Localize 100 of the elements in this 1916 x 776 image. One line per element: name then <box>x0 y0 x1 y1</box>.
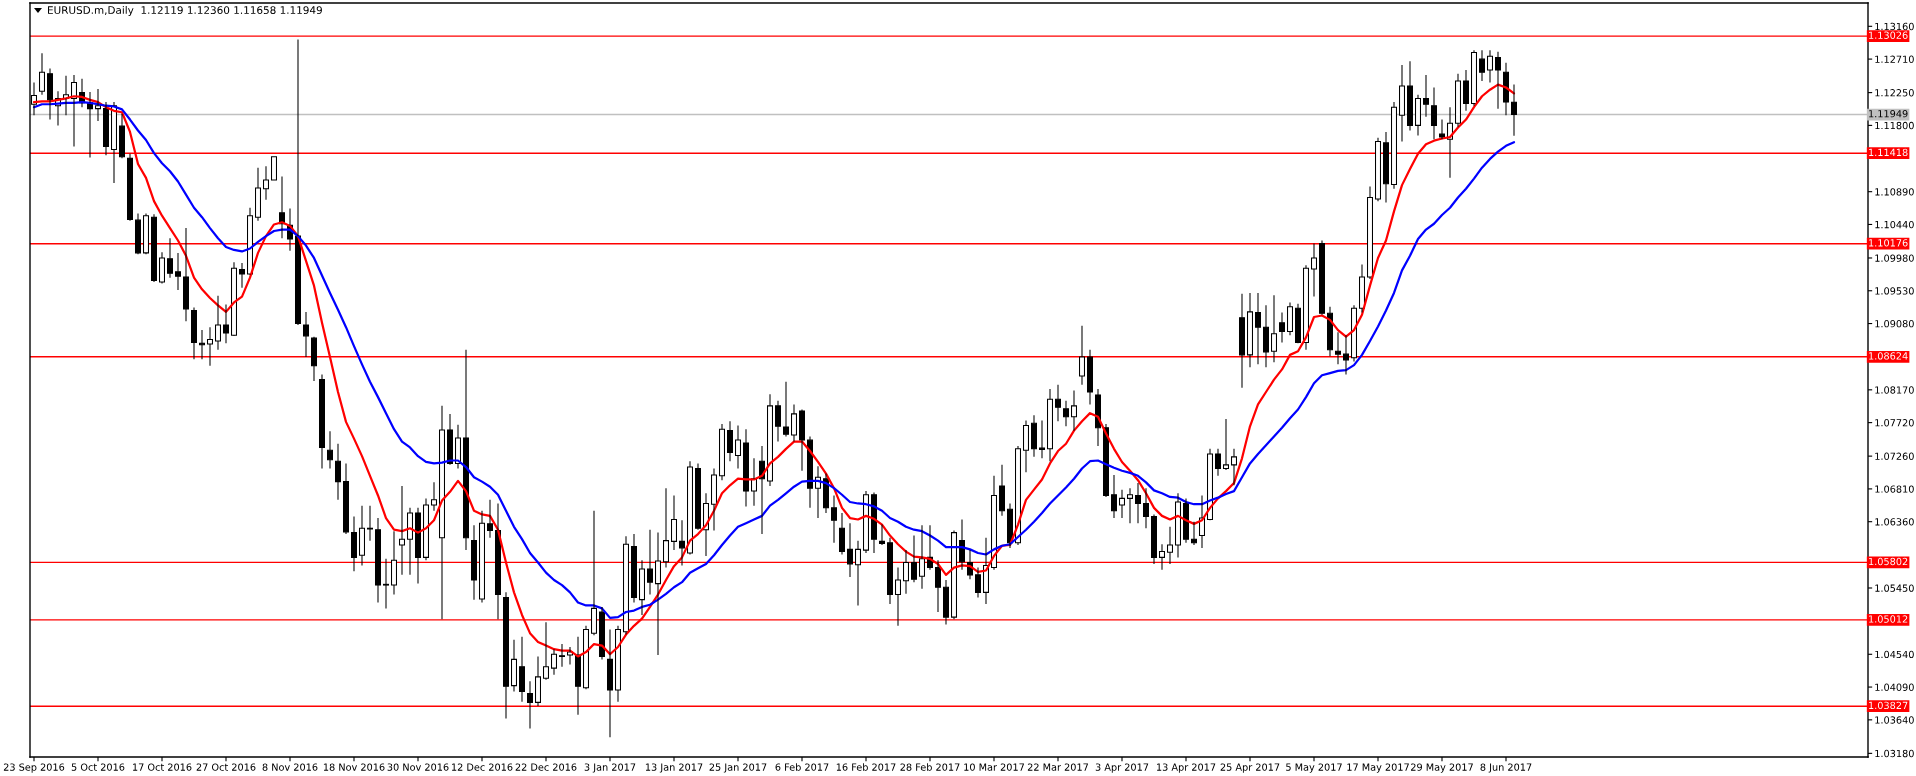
candlestick <box>1367 186 1373 280</box>
candlestick <box>367 505 373 542</box>
candlestick <box>1135 482 1141 524</box>
candlestick <box>767 393 773 487</box>
ref-line-label: 1.11949 <box>1869 110 1908 118</box>
candlestick <box>1127 487 1133 524</box>
candlestick <box>1503 62 1509 116</box>
y-tick-label: 1.06360 <box>1875 518 1914 526</box>
chart-title: EURUSD.m,Daily 1.12119 1.12360 1.11658 1.11949 <box>48 5 322 17</box>
candlestick <box>903 549 909 595</box>
candlestick <box>119 113 125 158</box>
x-tick-label: 10 Mar 2017 <box>964 763 1024 771</box>
candlestick <box>1167 526 1173 565</box>
candlestick <box>135 213 141 254</box>
candlestick <box>607 628 613 738</box>
candlestick <box>1279 312 1285 343</box>
y-tick-label: 1.04090 <box>1875 683 1914 691</box>
candlestick <box>1511 84 1517 137</box>
candlestick <box>1431 86 1437 140</box>
candlestick <box>1079 325 1085 386</box>
y-tick-label: 1.07720 <box>1875 419 1914 427</box>
candlestick <box>1007 502 1013 549</box>
candlestick <box>855 540 861 606</box>
candlestick <box>191 306 197 360</box>
x-tick-label: 16 Feb 2017 <box>836 763 896 771</box>
candlestick <box>343 462 349 535</box>
candlestick <box>1255 292 1261 365</box>
candlestick <box>575 636 581 716</box>
x-tick-label: 25 Apr 2017 <box>1220 763 1280 773</box>
candlestick <box>1151 513 1157 565</box>
candlestick <box>727 420 733 462</box>
y-tick-label: 1.07260 <box>1875 452 1914 460</box>
candlestick <box>487 499 493 539</box>
candlestick <box>319 374 325 470</box>
candlestick <box>255 167 261 222</box>
candlestick <box>1359 264 1365 314</box>
candlestick <box>47 68 53 121</box>
ref-line-label: 1.13026 <box>1869 31 1908 39</box>
x-tick-label: 5 Oct 2016 <box>71 763 125 771</box>
candlestick <box>423 497 429 561</box>
candlestick <box>663 487 669 569</box>
candlestick <box>1175 492 1181 558</box>
candlestick <box>991 475 997 571</box>
candlestick <box>831 494 837 544</box>
x-tick-label: 18 Nov 2016 <box>323 763 385 771</box>
candlestick <box>887 537 893 605</box>
ref-line-label: 1.05012 <box>1869 615 1908 623</box>
candlestick <box>695 462 701 529</box>
candlestick <box>295 38 301 325</box>
candlestick <box>1223 418 1229 470</box>
candlestick <box>215 295 221 351</box>
candlestick <box>1111 474 1117 519</box>
candlestick <box>711 467 717 531</box>
candlestick <box>1271 294 1277 363</box>
candlestick <box>351 516 357 572</box>
ref-line-label: 1.08624 <box>1869 352 1908 360</box>
candlestick <box>647 529 653 596</box>
candlestick <box>551 648 557 676</box>
candlestick <box>127 153 133 220</box>
candlestick <box>583 625 589 689</box>
candlestick <box>231 261 237 336</box>
candlestick <box>1119 489 1125 519</box>
x-tick-label: 13 Apr 2017 <box>1157 763 1216 773</box>
candlestick <box>943 579 949 625</box>
y-tick-label: 1.06810 <box>1875 485 1914 493</box>
y-tick-label: 1.09080 <box>1875 320 1914 328</box>
candlestick <box>615 625 621 703</box>
x-tick-label: 3 Apr 2017 <box>1095 763 1149 773</box>
candlestick <box>639 559 645 616</box>
candlestick <box>623 535 629 636</box>
x-tick-label: 12 Dec 2016 <box>452 763 513 771</box>
candlestick <box>671 494 677 551</box>
candlestick <box>543 621 549 679</box>
candlestick <box>799 410 805 472</box>
candlestick <box>1479 49 1485 82</box>
x-tick-label: 27 Oct 2016 <box>196 763 256 771</box>
candlestick <box>527 680 533 730</box>
candlestick <box>471 524 477 601</box>
x-tick-label: 23 Sep 2016 <box>3 763 65 773</box>
y-tick-label: 1.03180 <box>1875 749 1914 758</box>
candlestick <box>1295 303 1301 343</box>
candlestick <box>447 413 453 464</box>
candlestick <box>1287 301 1293 336</box>
x-tick-label: 22 Mar 2017 <box>1027 763 1088 771</box>
candlestick <box>999 464 1005 517</box>
candlestick <box>327 430 333 470</box>
x-tick-label: 3 Jan 2017 <box>584 763 636 773</box>
candlestick <box>1239 293 1245 389</box>
candlestick <box>687 460 693 554</box>
x-tick-label: 13 Jan 2017 <box>645 763 703 773</box>
y-tick-label: 1.11800 <box>1875 121 1914 130</box>
y-tick-label: 1.12710 <box>1875 55 1914 63</box>
candlestick <box>1399 64 1405 142</box>
candlestick <box>1263 304 1269 368</box>
candlestick <box>791 403 797 443</box>
candlestick <box>591 510 597 636</box>
candlestick <box>103 101 109 156</box>
candlestick <box>1383 131 1389 204</box>
candlestick <box>463 349 469 551</box>
candlestick <box>431 481 437 512</box>
